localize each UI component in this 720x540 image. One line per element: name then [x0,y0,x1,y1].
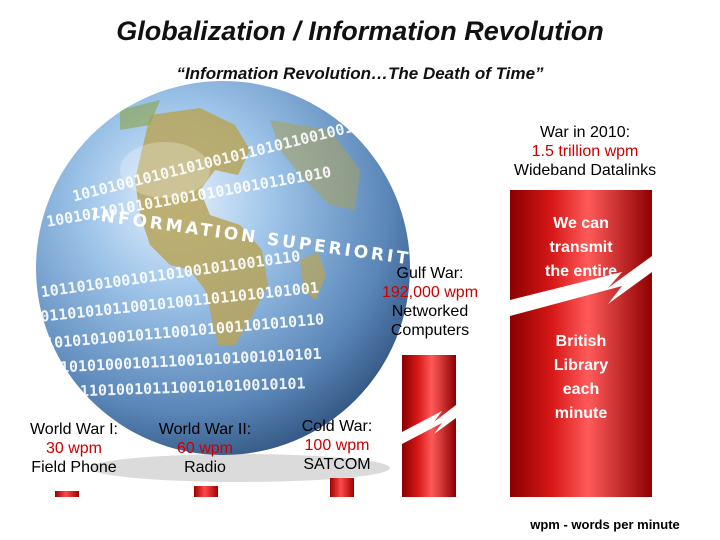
label-era: War in 2010: [539,124,631,141]
bar-gulf-war-bottom [402,418,456,497]
label-medium: Computers [390,322,470,339]
globe-highlight [120,142,210,198]
label-medium: Wideband Datalinks [513,162,657,179]
label-medium: Field Phone [31,459,117,476]
bar-text-line: We can [553,215,609,232]
bar-text-line: Library [553,357,609,374]
bar-text-line: the entire [544,263,617,280]
bar-2010-top [510,190,652,300]
label-rate: 100 wpm [304,437,370,454]
label-gulf-war: Gulf War: 192,000 wpm Networked Computer… [365,264,495,340]
label-era: World War I: [29,421,118,438]
bar-text-line: transmit [549,239,613,256]
bar-text-bottom: British Library each minute [510,330,652,426]
label-medium: Radio [184,459,226,476]
label-medium: Networked [391,303,469,320]
bar-group [55,190,652,497]
label-world-war-1: World War I: 30 wpm Field Phone [12,420,136,477]
bar-text-line: each [562,381,600,398]
bar-gulf-war-top [402,355,456,432]
label-era: World War II: [158,421,252,438]
footnote-unit: wpm - words per minute [530,517,680,532]
globe: 1010100101011010010110101100100101101 10… [36,81,410,482]
label-era: Cold War: [301,418,373,435]
label-rate: 192,000 wpm [381,284,479,301]
bar-text-line: minute [554,405,608,422]
label-world-war-2: World War II: 60 wpm Radio [140,420,270,477]
bar-cold-war [330,478,354,497]
bar-2010-bottom [510,272,652,497]
label-era: Gulf War: [396,265,464,282]
bar-world-war-1 [55,491,79,497]
label-rate: 30 wpm [45,440,103,457]
slide-title: Globalization / Information Revolution [116,16,604,46]
label-rate: 60 wpm [176,440,234,457]
slide-subtitle: “Information Revolution…The Death of Tim… [176,64,544,83]
bar-text-line: British [555,333,607,350]
label-cold-war: Cold War: 100 wpm SATCOM [282,417,392,474]
bar-text-top: We can transmit the entire [510,212,652,284]
globe-shadow [90,454,390,482]
label-rate: 1.5 trillion wpm [531,143,639,160]
bar-world-war-2 [194,486,218,497]
label-medium: SATCOM [303,456,371,473]
label-2010: War in 2010: 1.5 trillion wpm Wideband D… [490,123,680,180]
